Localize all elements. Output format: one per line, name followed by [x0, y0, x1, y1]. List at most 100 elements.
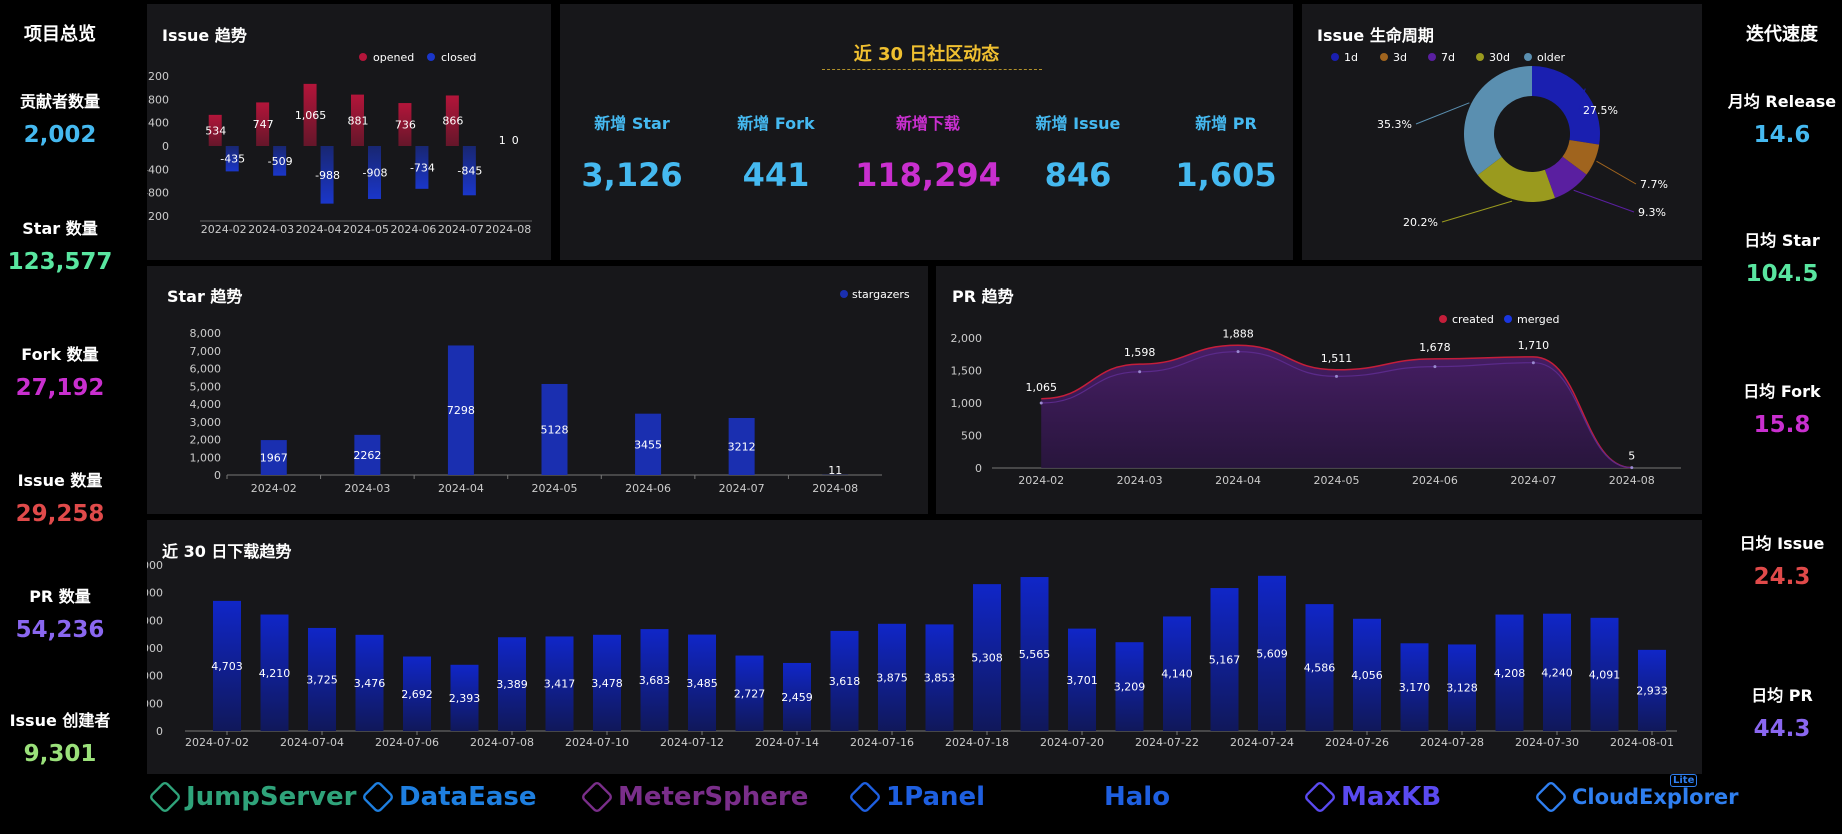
pr-point [1039, 401, 1043, 405]
download-trend-title: 近 30 日下载趋势 [162, 542, 292, 561]
pr-point [1531, 361, 1535, 365]
download-trend-y-tick: 0 [156, 725, 163, 738]
overview-title: 项目总览 [24, 24, 96, 45]
download-bar [213, 600, 241, 731]
overview-stat: Issue 数量 29,258 [0, 467, 120, 527]
star-trend-x-tick: 2024-03 [344, 482, 390, 495]
download-bar-label: 2,692 [401, 688, 433, 701]
logo-cloudexplorer[interactable]: CloudExplorer Lite [1534, 774, 1739, 814]
download-bar-label: 3,853 [924, 672, 956, 685]
overview-stat: 贡献者数量 2,002 [0, 88, 120, 148]
logo-dataease[interactable]: DataEase [361, 780, 537, 814]
lifecycle-label-line [1578, 88, 1586, 111]
download-bar [1068, 628, 1096, 731]
logo-1panel[interactable]: 1Panel [848, 780, 985, 814]
star-bar [728, 417, 755, 475]
legend-label: 3d [1393, 51, 1407, 64]
download-trend-y-tick: 4,000 [147, 614, 163, 627]
legend-marker [1476, 53, 1484, 61]
download-bar [1353, 618, 1381, 731]
star-trend-y-tick: 0 [214, 469, 221, 482]
download-bar-label: 4,703 [211, 660, 243, 673]
product-logo-bar: JumpServer DataEase MeterSphere 1Panel Halo M… [148, 774, 1739, 826]
star-bar-label: 3455 [634, 438, 662, 451]
download-bar-label: 5,308 [971, 652, 1003, 665]
legend-marker [1331, 53, 1339, 61]
issue-opened-label: 1,065 [295, 109, 327, 122]
pr-trend-y-tick: 0 [975, 462, 982, 475]
issue-trend-chart: 1,200 800 400 0 -400 -800 -1,200 2024-02 534 -435… [147, 51, 532, 236]
download-bar-label: 3,389 [496, 678, 528, 691]
download-bar [1590, 617, 1619, 731]
download-bar-label: 3,209 [1114, 681, 1146, 694]
issue-lifecycle-chart: 27.5% 7.7% 9.3% 20.2% 35.3% 1d 3d 7d 30d older [1331, 51, 1668, 229]
logo-halo[interactable]: Halo [1104, 782, 1170, 812]
download-trend-x-tick: 2024-07-14 [755, 736, 819, 749]
velocity-stat-label: 日均 PR [1751, 686, 1813, 705]
logo-text: MaxKB [1341, 782, 1442, 812]
download-bar-label: 4,240 [1541, 666, 1573, 679]
star-trend-x-tick: 2024-07 [719, 482, 765, 495]
legend-marker [840, 290, 848, 298]
velocity-column: 迭代速度 月均 Release 14.6 日均 Star 104.5 日均 Fork 15… [1722, 0, 1842, 770]
overview-stat: Fork 数量 27,192 [0, 341, 120, 401]
overview-stat-label: Star 数量 [22, 219, 98, 238]
download-bar [1020, 577, 1049, 731]
logo-jumpserver[interactable]: JumpServer [148, 780, 356, 814]
legend-label: 7d [1441, 51, 1455, 64]
download-bar [1115, 642, 1144, 731]
star-trend-y-tick: 6,000 [190, 363, 222, 376]
issue-opened-bar [398, 103, 412, 146]
pr-trend-x-tick: 2024-05 [1314, 474, 1360, 487]
lifecycle-slice [1464, 66, 1532, 175]
issue-trend-y-tick: 1,200 [147, 70, 169, 83]
star-bar-label: 2262 [353, 449, 381, 462]
star-trend-x-tick: 2024-08 [812, 482, 858, 495]
issue-closed-label: -845 [457, 165, 482, 178]
velocity-stat: 日均 Issue 24.3 [1722, 530, 1842, 590]
pr-trend-x-tick: 2024-02 [1018, 474, 1064, 487]
lifecycle-slice [1477, 156, 1556, 202]
lifecycle-label-line [1596, 160, 1637, 185]
download-bar-label: 4,056 [1351, 669, 1383, 682]
lifecycle-value-label: 35.3% [1377, 118, 1412, 131]
pr-trend-y-tick: 2,000 [951, 332, 983, 345]
velocity-stat-label: 月均 Release [1727, 92, 1837, 111]
issue-trend-y-tick: -400 [147, 163, 169, 176]
star-bar-label: 3212 [728, 440, 756, 453]
download-bar [783, 662, 811, 731]
download-bar-label: 2,393 [449, 692, 481, 705]
legend-label: 30d [1489, 51, 1510, 64]
logo-metersphere[interactable]: MeterSphere [580, 780, 808, 814]
pr-data-label: 5 [1628, 450, 1635, 463]
lifecycle-value-label: 20.2% [1403, 216, 1438, 229]
star-trend-y-tick: 5,000 [190, 380, 222, 393]
lifecycle-slice [1562, 139, 1600, 175]
overview-stat: Star 数量 123,577 [0, 215, 120, 275]
download-bar-label: 3,128 [1446, 682, 1478, 695]
velocity-stat-label: 日均 Issue [1739, 534, 1825, 553]
download-bar-label: 2,727 [734, 687, 766, 700]
issue-closed-bar [320, 146, 334, 204]
logo-text: Halo [1104, 782, 1171, 812]
download-bar [1163, 616, 1191, 731]
pr-trend-y-tick: 1,000 [951, 397, 983, 410]
overview-stat-value: 9,301 [23, 741, 97, 767]
star-bar-label: 1967 [260, 452, 288, 465]
community-stat-value: 118,294 [855, 156, 1001, 194]
download-bar-label: 5,565 [1019, 648, 1051, 661]
legend-label: stargazers [852, 288, 910, 301]
legend-marker [1504, 315, 1512, 323]
star-bar [447, 345, 474, 475]
logo-maxkb[interactable]: MaxKB [1303, 780, 1442, 814]
issue-trend-x-tick: 2024-05 [343, 223, 389, 236]
maxkb-icon [1303, 780, 1337, 814]
download-trend-x-tick: 2024-07-06 [375, 736, 439, 749]
download-trend-x-tick: 2024-08-01 [1610, 736, 1674, 749]
community-stat-label: 新增 PR [1195, 114, 1257, 133]
download-bar-label: 3,725 [306, 673, 338, 686]
download-bar [545, 636, 574, 731]
download-trend-x-tick: 2024-07-22 [1135, 736, 1199, 749]
issue-trend-panel: Issue 趋势 1,200 800 400 0 -400 -800 -1,200 2024-… [147, 4, 551, 260]
download-trend-panel: 近 30 日下载趋势 6,000 5,000 4,000 3,000 2,000 1,00… [147, 520, 1702, 774]
